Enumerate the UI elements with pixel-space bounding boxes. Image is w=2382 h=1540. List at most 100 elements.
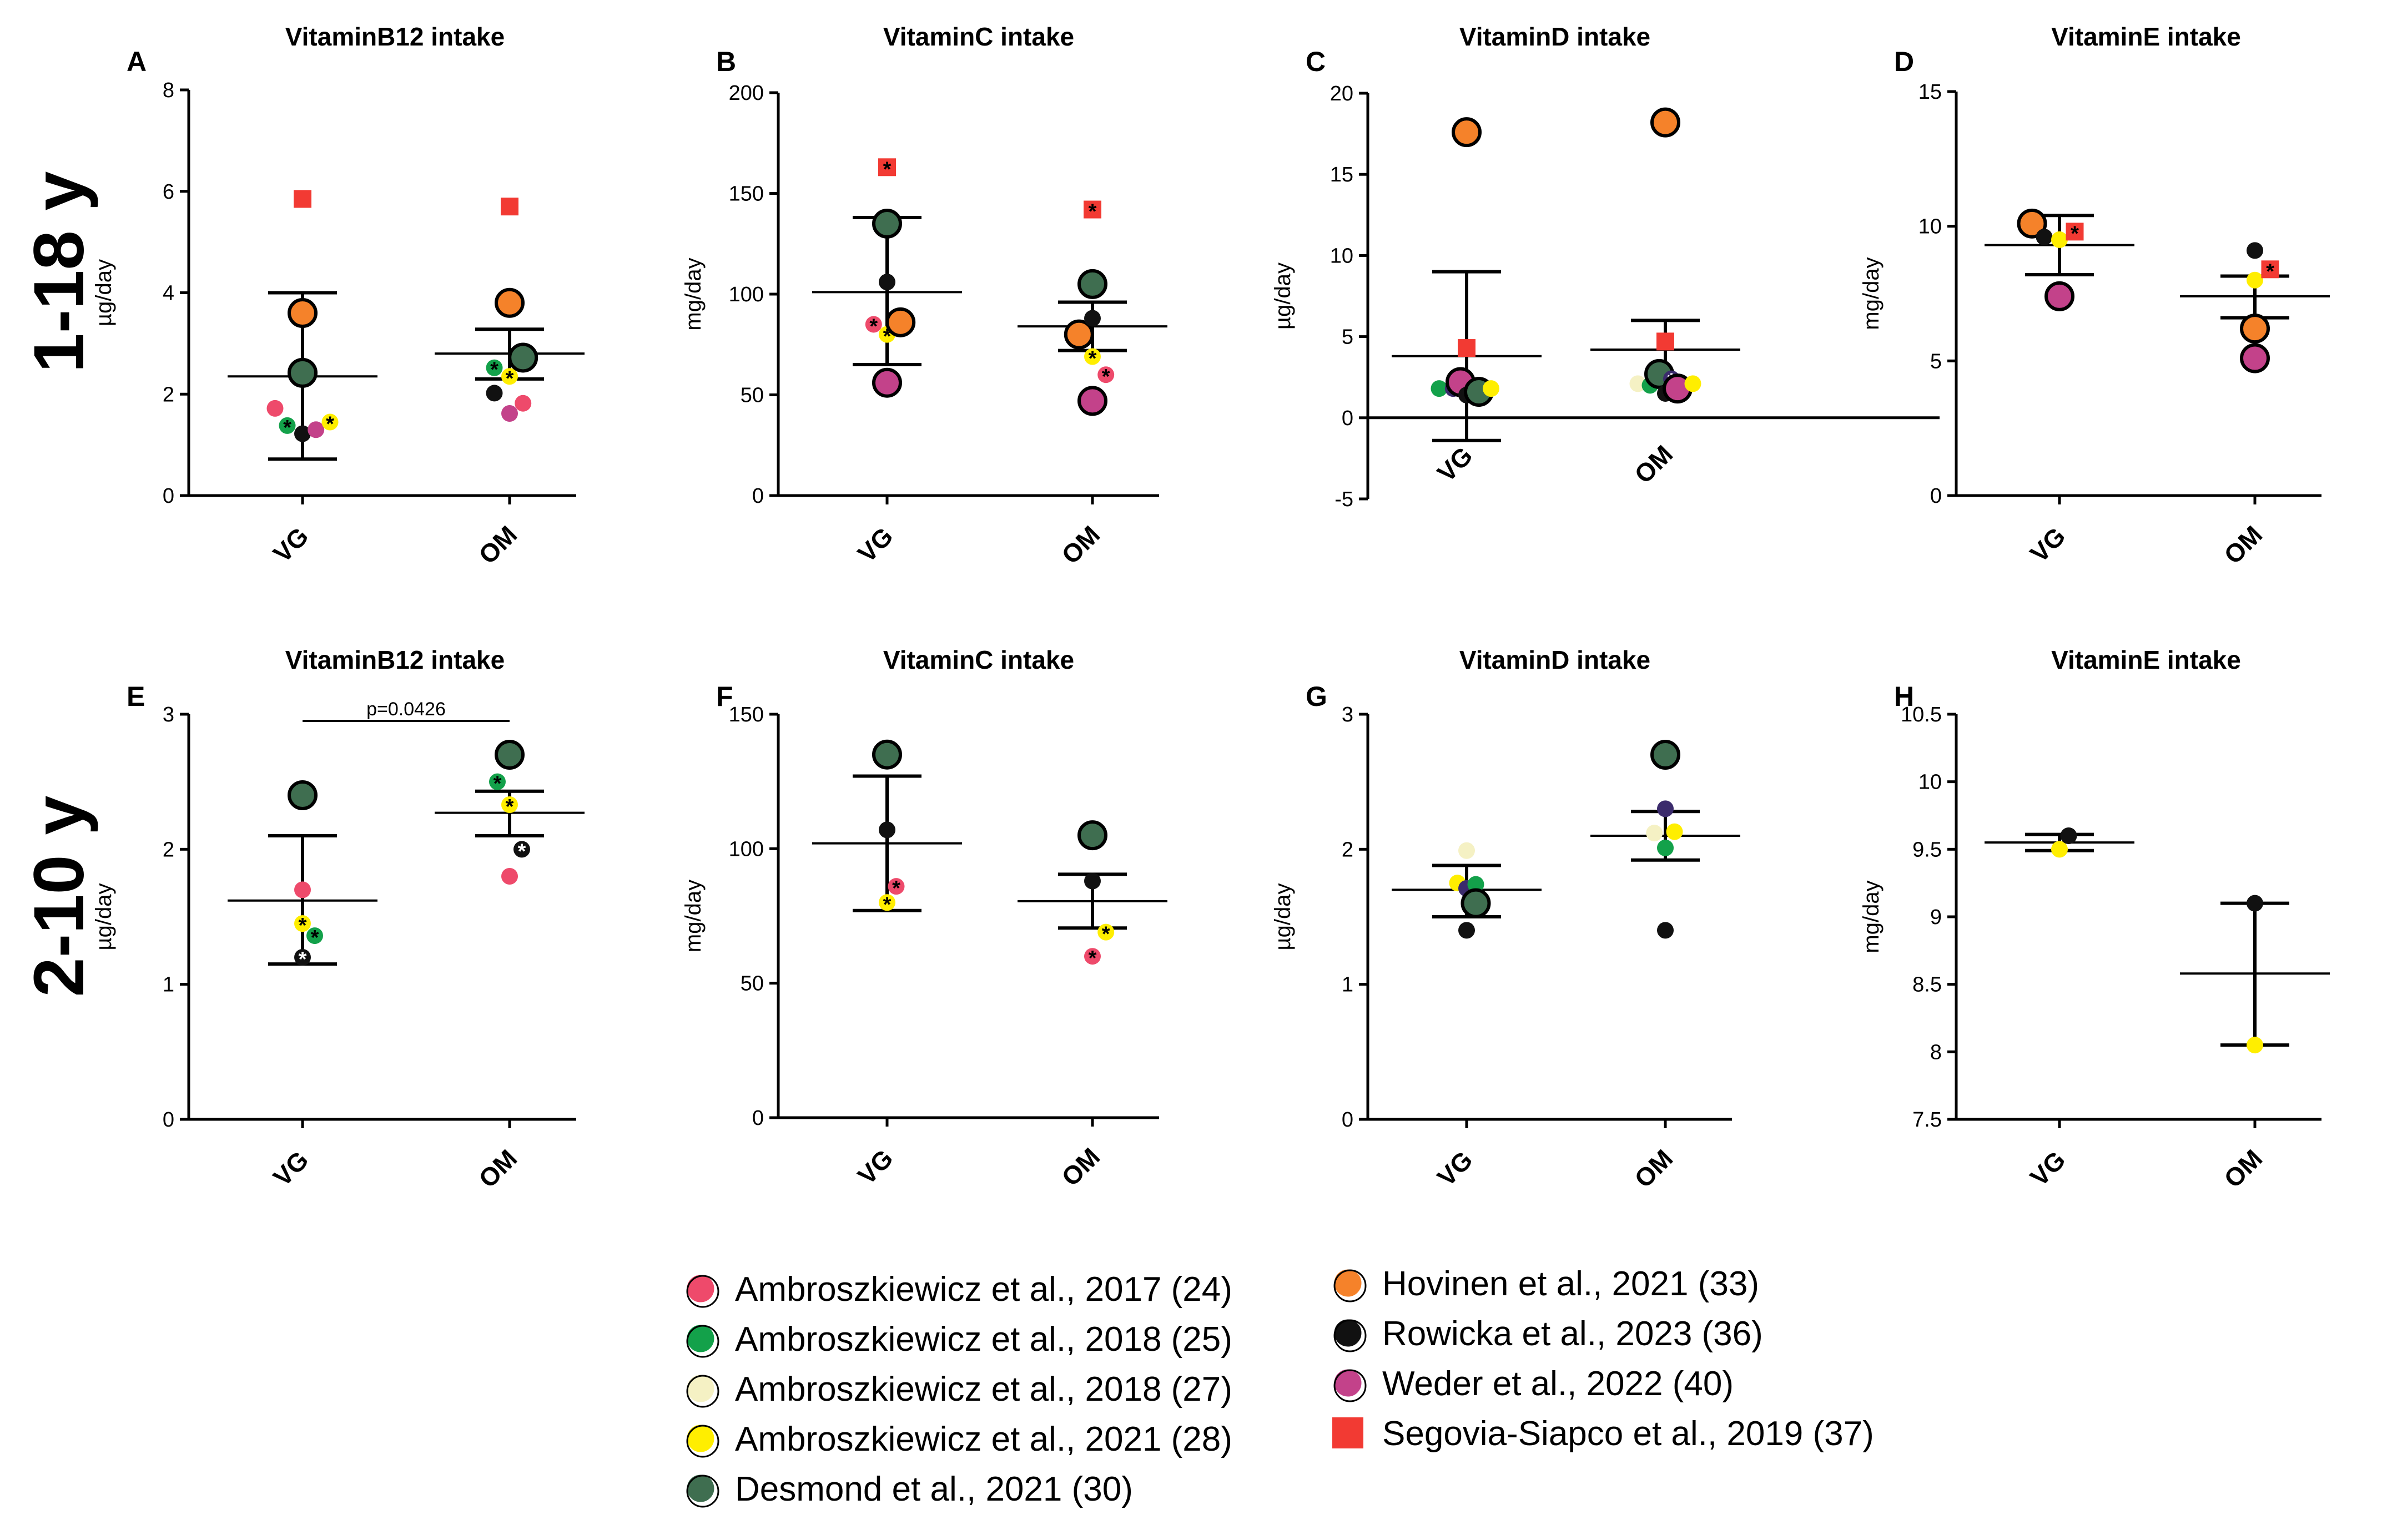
data-point-large bbox=[495, 287, 525, 318]
data-point-large bbox=[872, 739, 902, 770]
legend-label: Hovinen et al., 2021 (33) bbox=[1382, 1265, 1759, 1303]
y-tick-label: 100 bbox=[729, 283, 764, 306]
panel-letter: B bbox=[716, 46, 736, 77]
data-point bbox=[321, 413, 339, 431]
chart-title: VitaminC intake bbox=[883, 22, 1074, 51]
data-point bbox=[888, 878, 905, 895]
legend-item: Desmond et al., 2021 (30) bbox=[685, 1470, 1133, 1508]
row-label-1-18: 1-18 y bbox=[19, 171, 99, 373]
data-point bbox=[501, 405, 518, 422]
data-point bbox=[1684, 375, 1701, 392]
legend-item: Ambroszkiewicz et al., 2017 (24) bbox=[685, 1270, 1232, 1309]
y-axis-label: mg/day bbox=[1859, 257, 1884, 330]
y-tick-label: 8.5 bbox=[1912, 973, 1942, 997]
data-point-square bbox=[2066, 223, 2084, 241]
y-tick-label: 0 bbox=[752, 484, 764, 508]
significance-star: * bbox=[1102, 365, 1110, 388]
y-tick-label: 20 bbox=[1330, 82, 1353, 105]
data-point bbox=[486, 385, 503, 402]
p-value: p=0.0426 bbox=[366, 699, 446, 720]
x-tick-label: VG bbox=[852, 522, 899, 568]
y-tick-label: 2 bbox=[163, 383, 174, 406]
y-tick-label: 0 bbox=[1342, 1108, 1353, 1132]
data-point-large bbox=[872, 208, 902, 239]
y-tick-label: 4 bbox=[163, 282, 174, 305]
y-tick-label: 15 bbox=[1330, 163, 1353, 186]
legend-marker-ring bbox=[1333, 1319, 1367, 1352]
data-point-large bbox=[1650, 107, 1680, 138]
data-point bbox=[2036, 229, 2053, 246]
data-point-square bbox=[878, 158, 896, 176]
data-point bbox=[879, 274, 895, 291]
significance-star: * bbox=[2266, 260, 2274, 283]
significance-star: * bbox=[1089, 200, 1097, 224]
data-point-large bbox=[288, 780, 318, 810]
y-tick-label: 15 bbox=[1918, 80, 1942, 104]
data-point bbox=[501, 868, 518, 885]
y-tick-label: 9 bbox=[1930, 906, 1942, 929]
data-point bbox=[501, 368, 518, 385]
y-axis-label: µg/day bbox=[92, 259, 116, 326]
data-point bbox=[266, 400, 284, 417]
legend-label: Ambroszkiewicz et al., 2018 (25) bbox=[735, 1320, 1232, 1359]
x-tick-label: OM bbox=[1629, 440, 1678, 489]
data-point bbox=[2051, 231, 2068, 248]
legend-label: Ambroszkiewicz et al., 2018 (27) bbox=[735, 1370, 1232, 1408]
legend-marker bbox=[685, 1423, 716, 1454]
data-point bbox=[1483, 380, 1499, 397]
x-tick-label: VG bbox=[1432, 441, 1478, 488]
y-tick-label: 8 bbox=[1930, 1041, 1942, 1064]
x-tick-label: VG bbox=[852, 1144, 899, 1190]
significance-star: * bbox=[892, 877, 900, 900]
data-point bbox=[294, 949, 311, 966]
significance-star: * bbox=[506, 795, 514, 819]
data-point bbox=[1657, 839, 1674, 856]
data-point-large bbox=[1077, 820, 1107, 851]
y-tick-label: 10 bbox=[1330, 244, 1353, 267]
data-point bbox=[1646, 825, 1663, 842]
chart-title: VitaminB12 intake bbox=[285, 22, 505, 51]
panel-D: VitaminE intake D 0 5 10 15 mg/day VG OM * * bbox=[1859, 22, 2330, 569]
data-point bbox=[2247, 1037, 2263, 1054]
y-tick-label: 100 bbox=[729, 837, 764, 861]
x-tick-label: OM bbox=[2218, 1144, 2268, 1193]
significance-star: * bbox=[299, 948, 307, 971]
data-point bbox=[1458, 922, 1475, 939]
data-point-large bbox=[288, 357, 318, 388]
legend-item: Weder et al., 2022 (40) bbox=[1332, 1365, 1734, 1403]
x-tick-label: VG bbox=[1432, 1145, 1478, 1192]
y-axis-label: µg/day bbox=[1271, 262, 1295, 330]
y-axis-label: mg/day bbox=[681, 880, 706, 952]
y-tick-label: 6 bbox=[163, 180, 174, 204]
significance-star: * bbox=[311, 926, 319, 950]
data-point bbox=[2060, 827, 2077, 844]
significance-star: * bbox=[1089, 947, 1097, 970]
legend-item: Rowicka et al., 2023 (36) bbox=[1332, 1315, 1763, 1353]
legend: Ambroszkiewicz et al., 2017 (24) Ambroszk… bbox=[685, 1265, 1874, 1508]
legend-marker-ring bbox=[686, 1425, 719, 1458]
legend-marker-ring bbox=[686, 1325, 719, 1358]
data-point bbox=[515, 395, 532, 412]
y-tick-label: 200 bbox=[729, 82, 764, 105]
data-point bbox=[294, 881, 311, 898]
x-tick-label: VG bbox=[268, 1145, 314, 1192]
y-tick-label: 150 bbox=[729, 183, 764, 206]
legend-marker bbox=[1332, 1367, 1363, 1398]
legend-label: Desmond et al., 2021 (30) bbox=[735, 1470, 1133, 1508]
legend-marker bbox=[1332, 1317, 1363, 1349]
y-axis-label: mg/day bbox=[681, 257, 706, 330]
chart-title: VitaminD intake bbox=[1459, 645, 1650, 674]
significance-star: * bbox=[283, 416, 291, 440]
legend-marker-ring bbox=[1333, 1369, 1367, 1402]
y-tick-label: 0 bbox=[163, 484, 174, 508]
data-point bbox=[2247, 271, 2263, 289]
data-point bbox=[1629, 375, 1646, 392]
data-point bbox=[501, 796, 518, 814]
legend-marker bbox=[685, 1323, 716, 1354]
chart-title: VitaminC intake bbox=[883, 645, 1074, 674]
data-point bbox=[2247, 242, 2263, 259]
data-point-large bbox=[2240, 343, 2270, 373]
x-tick-label: OM bbox=[1056, 520, 1105, 569]
panel-letter: C bbox=[1306, 46, 1326, 77]
